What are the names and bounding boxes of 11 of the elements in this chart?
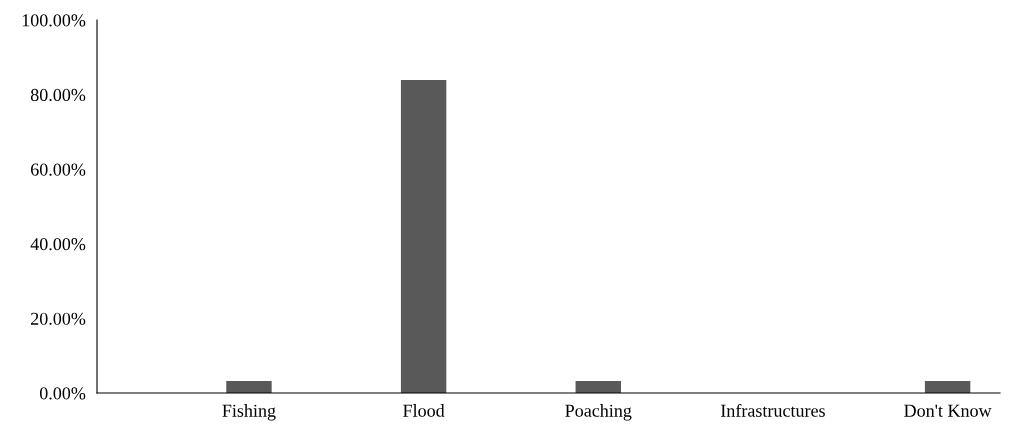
y-tick-label: 100.00% <box>22 14 86 27</box>
x-tick-label: Don't Know <box>904 404 992 417</box>
x-tick-label: Infrastructures <box>720 403 825 417</box>
x-tick-label: Poaching <box>565 404 632 421</box>
y-tick-label: 60.00% <box>31 163 86 176</box>
y-tick-label: 0.00% <box>39 387 86 400</box>
x-tick-label: Fishing <box>222 404 276 421</box>
y-tick-label: 40.00% <box>30 238 86 251</box>
x-tick-label: Flood <box>403 404 445 417</box>
y-tick-label: 20.00% <box>31 312 86 325</box>
y-tick-label: 80.00% <box>30 88 86 102</box>
